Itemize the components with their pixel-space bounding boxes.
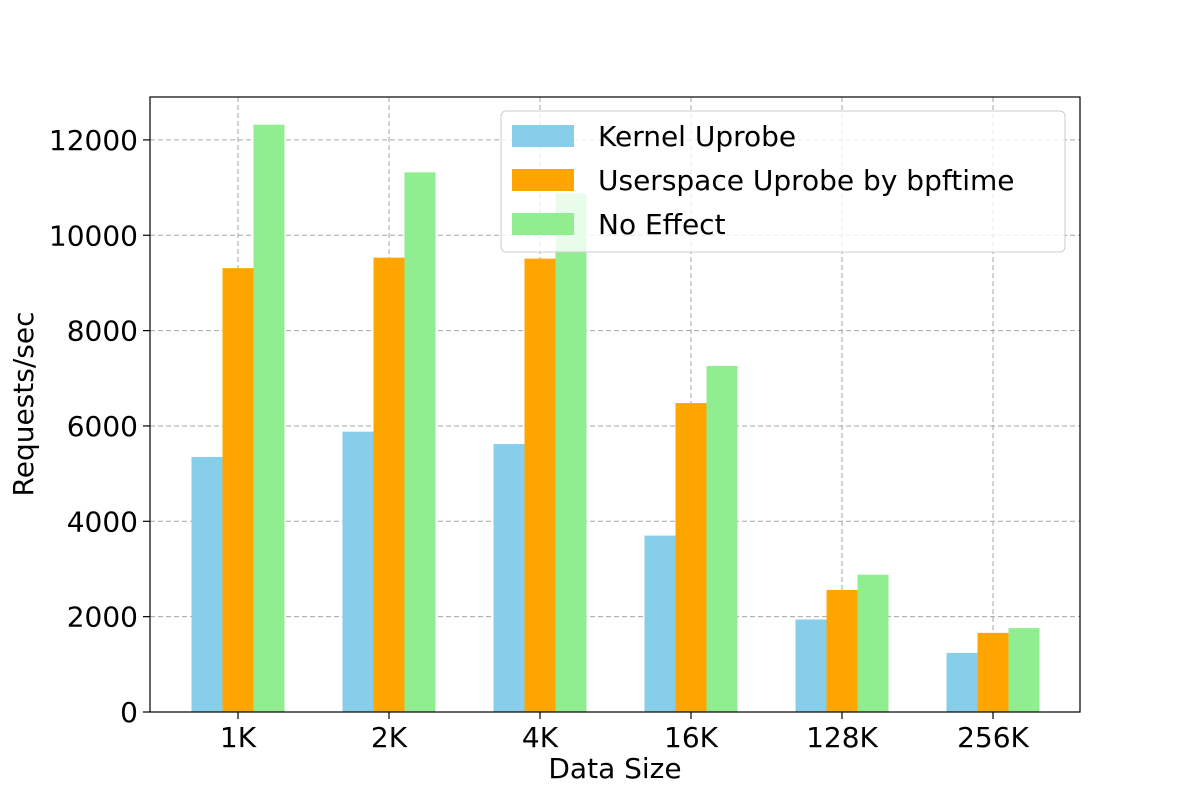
y-tick-label: 12000 bbox=[49, 124, 138, 157]
legend-label: No Effect bbox=[598, 208, 726, 241]
y-tick-label: 2000 bbox=[67, 601, 138, 634]
bar bbox=[404, 172, 436, 712]
plot-frame bbox=[149, 96, 1081, 713]
series-userspace-uprobe-by-bpftime bbox=[222, 257, 1009, 712]
legend: Kernel Uprobe Userspace Uprobe by bpftime… bbox=[500, 110, 1066, 253]
bar bbox=[524, 258, 556, 712]
bar bbox=[555, 193, 587, 713]
x-tick-label: 128K bbox=[806, 721, 878, 754]
series-no-effect bbox=[253, 124, 1040, 713]
bar bbox=[493, 444, 525, 712]
bar bbox=[857, 574, 889, 712]
bar bbox=[675, 403, 707, 712]
bar bbox=[222, 268, 254, 712]
bar bbox=[342, 431, 374, 712]
bar bbox=[977, 632, 1009, 712]
bar bbox=[1008, 628, 1040, 712]
legend-swatch bbox=[512, 169, 574, 191]
bar bbox=[706, 365, 738, 712]
legend-swatch bbox=[512, 213, 574, 235]
y-tick-label: 4000 bbox=[67, 505, 138, 538]
legend-swatch bbox=[512, 125, 574, 147]
bar bbox=[826, 589, 858, 712]
bar bbox=[191, 456, 223, 712]
x-tick-label: 16K bbox=[664, 721, 719, 754]
legend-label: Kernel Uprobe bbox=[598, 120, 796, 153]
bar bbox=[373, 257, 405, 712]
x-axis-ticks: 1K 2K 4K 16K 128K 256K bbox=[220, 712, 1030, 754]
series-kernel-uprobe bbox=[191, 431, 978, 712]
legend-box bbox=[500, 110, 1066, 253]
x-axis-title: Data Size bbox=[548, 752, 681, 785]
x-tick-label: 256K bbox=[957, 721, 1029, 754]
legend-label: Userspace Uprobe by bpftime bbox=[598, 164, 1014, 197]
y-tick-label: 8000 bbox=[67, 315, 138, 348]
y-axis-ticks: 0 2000 4000 6000 8000 10000 12000 bbox=[49, 124, 150, 729]
y-axis-title: Requests/sec bbox=[7, 312, 40, 497]
bar bbox=[795, 619, 827, 712]
x-tick-label: 2K bbox=[371, 721, 408, 754]
bar bbox=[253, 124, 285, 712]
x-tick-label: 4K bbox=[522, 721, 559, 754]
bar bbox=[644, 535, 676, 712]
y-tick-label: 10000 bbox=[49, 219, 138, 252]
bars bbox=[191, 124, 1040, 713]
x-tick-label: 1K bbox=[220, 721, 257, 754]
bar bbox=[946, 652, 978, 712]
y-tick-label: 0 bbox=[120, 696, 138, 729]
y-tick-label: 6000 bbox=[67, 410, 138, 443]
